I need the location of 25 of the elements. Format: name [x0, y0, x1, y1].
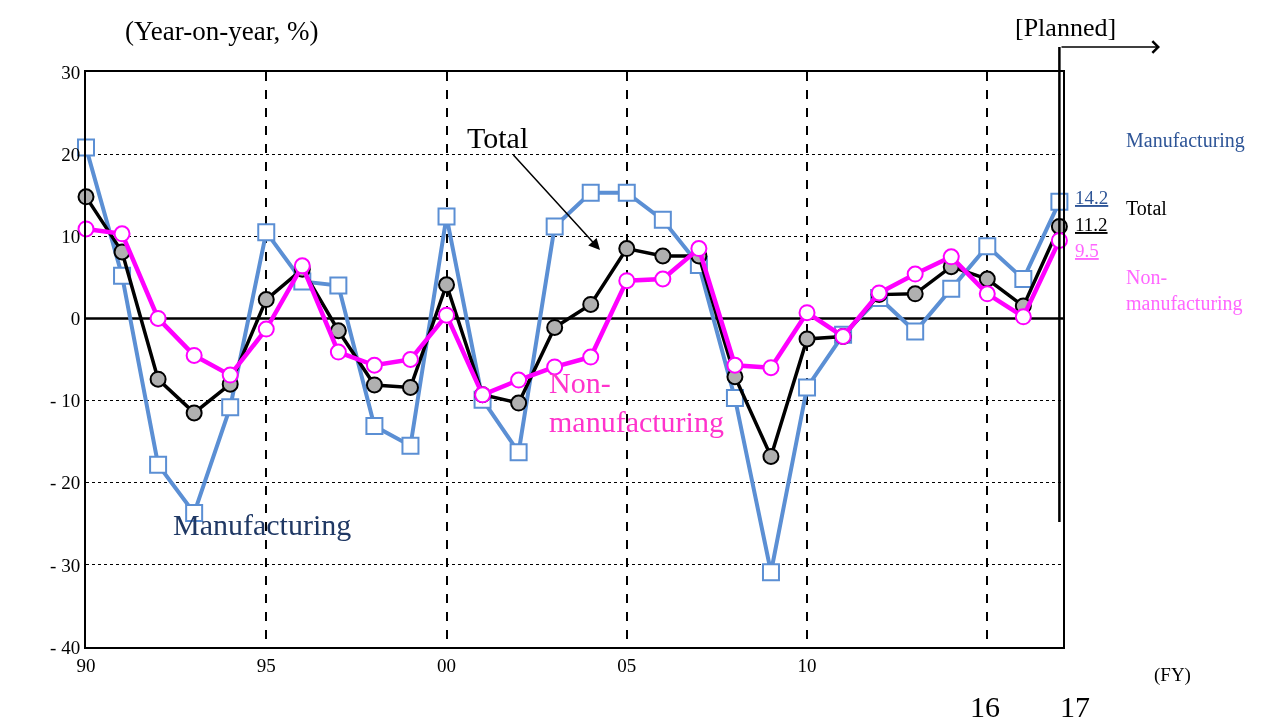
y-tick-label: - 30 — [50, 554, 81, 576]
y-tick-label: 10 — [61, 225, 81, 247]
x-tick-label: 10 — [797, 654, 817, 676]
text: Manufacturing — [1126, 129, 1245, 151]
y-tick-label: - 10 — [50, 390, 81, 412]
ref-line-label: [Planned] — [1015, 13, 1117, 42]
y-tick-label: 30 — [61, 61, 81, 83]
text: Non-manufacturing — [1126, 266, 1243, 314]
y-tick-label: 20 — [61, 143, 81, 165]
annotation: Total — [467, 121, 529, 154]
series-label: Non-manufacturing — [549, 366, 724, 438]
text: 17 — [1060, 690, 1090, 720]
text: Total — [1126, 197, 1168, 219]
x-tick-label: 05 — [617, 654, 637, 676]
data-label: 14.2 — [1075, 187, 1109, 208]
series-label: Manufacturing — [173, 508, 352, 541]
text: 16 — [970, 690, 1000, 720]
y-tick-label: - 20 — [50, 472, 81, 494]
x-tick-label: 00 — [437, 654, 457, 676]
x-axis-title: (FY) — [1154, 664, 1191, 686]
data-label: 9.5 — [1075, 240, 1099, 261]
y-axis-title: (Year-on-year, %) — [125, 16, 319, 46]
y-tick-label: 0 — [70, 308, 81, 330]
x-tick-label: 95 — [256, 654, 276, 676]
data-label: 11.2 — [1075, 214, 1108, 235]
